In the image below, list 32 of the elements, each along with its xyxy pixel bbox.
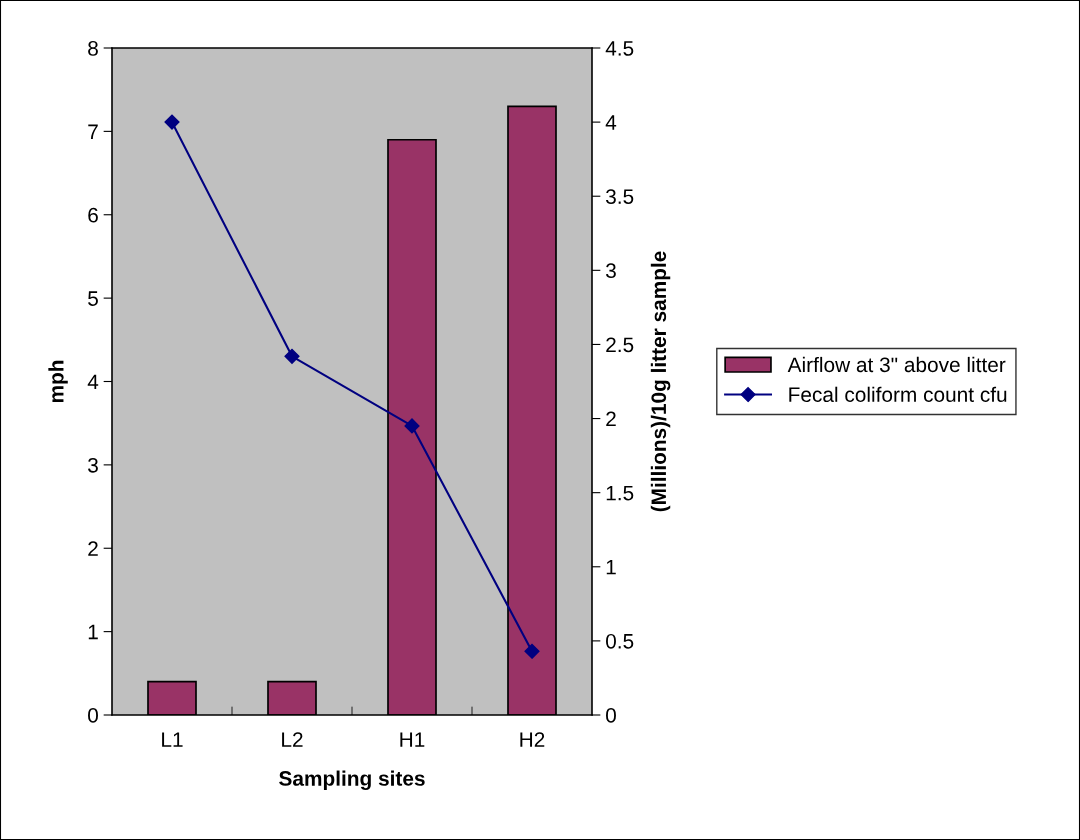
y-axis-title: mph <box>48 360 68 403</box>
y2-axis-title: (Millions)/10g litter sample <box>650 251 671 512</box>
legend-label: Airflow at 3" above litter <box>787 356 1006 373</box>
y2-tick-label: 2.5 <box>606 337 634 353</box>
x-tick-label: H2 <box>520 732 545 747</box>
y-tick-label: 5 <box>88 291 98 306</box>
legend-label: Fecal coliform count cfu <box>789 386 1007 403</box>
x-axis-title: Sampling sites <box>279 770 425 791</box>
x-tick-label: L1 <box>162 732 183 747</box>
y-tick-label: 0 <box>88 708 98 723</box>
x-tick-label: L2 <box>282 732 303 747</box>
point <box>524 643 540 659</box>
y2-tick-label: 4.5 <box>605 41 634 56</box>
y2-tick-label: 3.5 <box>605 189 634 204</box>
y-tick-label: 7 <box>88 124 98 139</box>
y-tick-label: 8 <box>88 41 98 56</box>
y-tick-label: 6 <box>88 207 98 223</box>
y-tick-label: 4 <box>87 374 99 390</box>
y2-tick-label: 0 <box>606 708 616 723</box>
point <box>284 348 300 364</box>
point <box>404 418 420 434</box>
y2-tick-label: 1 <box>606 559 616 575</box>
y2-tick-label: 1.5 <box>606 485 634 501</box>
y2-tick-label: 4 <box>605 115 617 130</box>
y2-tick-label: 2 <box>606 411 616 427</box>
y2-tick-label: 0.5 <box>606 633 634 649</box>
y-tick-label: 3 <box>88 457 98 473</box>
point <box>164 114 180 130</box>
x-tick-label: H1 <box>400 732 425 747</box>
y2-tick-label: 3 <box>605 263 616 279</box>
y-tick-label: 2 <box>88 541 98 556</box>
y-tick-label: 1 <box>88 624 98 640</box>
